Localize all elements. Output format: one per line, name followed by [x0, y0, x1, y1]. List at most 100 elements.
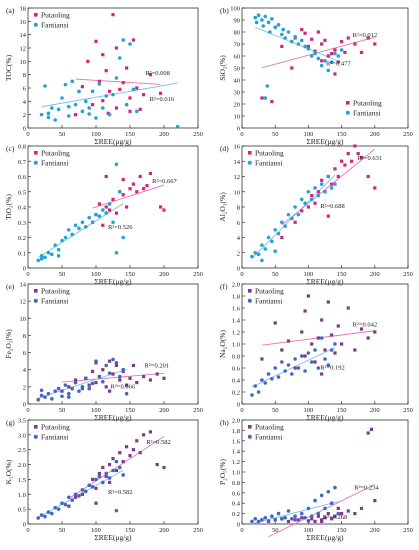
point-fantiansi [303, 201, 307, 205]
point-fantiansi [306, 351, 311, 355]
y-tick-label: 1.0 [232, 470, 240, 477]
r2-label: R²=0.008 [145, 70, 170, 77]
y-tick-label: 100 [230, 6, 240, 13]
legend-marker-fantiansi [33, 22, 38, 27]
point-putaoling [330, 182, 334, 186]
y-tick-label: 4 [23, 99, 27, 106]
point-putaoling [366, 431, 370, 435]
point-putaoling [60, 389, 64, 393]
point-putaoling [101, 368, 105, 372]
y-tick-label: 0.5 [18, 507, 26, 514]
point-fantiansi [250, 519, 254, 524]
point-fantiansi [94, 212, 98, 217]
point-fantiansi [326, 174, 331, 179]
x-tick-label: 50 [59, 407, 66, 414]
point-putaoling [349, 159, 354, 163]
y-tick-label: 3.0 [18, 432, 26, 439]
y-tick-label: 90 [234, 18, 241, 25]
point-putaoling [155, 372, 159, 376]
point-putaoling [316, 336, 320, 340]
point-fantiansi [253, 15, 258, 20]
point-fantiansi [104, 471, 108, 476]
point-fantiansi [273, 518, 278, 522]
point-fantiansi [67, 391, 71, 396]
y-axis-label: Al₂O₃(%) [218, 192, 227, 222]
point-fantiansi [97, 474, 102, 479]
point-putaoling [286, 339, 291, 343]
legend-marker-fantiansi [33, 298, 38, 303]
point-putaoling [114, 468, 118, 473]
point-putaoling [118, 451, 122, 455]
point-fantiansi [87, 483, 91, 488]
y-tick-label: 14 [234, 159, 241, 166]
point-putaoling [104, 385, 108, 389]
point-fantiansi [299, 354, 304, 358]
x-tick-label: 150 [125, 271, 135, 278]
point-putaoling [148, 378, 152, 382]
y-tick-label: 18 [20, 6, 27, 13]
y-tick-label: 0.2 [232, 511, 240, 518]
y-tick-label: 8 [237, 205, 240, 212]
point-fantiansi [256, 252, 261, 257]
legend-marker-putaoling [34, 13, 38, 17]
point-fantiansi [36, 516, 40, 520]
point-fantiansi [306, 506, 311, 511]
point-fantiansi [268, 30, 272, 34]
point-putaoling [131, 448, 135, 452]
point-fantiansi [53, 389, 57, 393]
point-fantiansi [39, 257, 44, 261]
point-putaoling [366, 36, 370, 40]
point-fantiansi [326, 363, 331, 367]
point-fantiansi [50, 106, 54, 110]
point-putaoling [91, 477, 95, 482]
point-fantiansi [299, 511, 304, 516]
point-putaoling [108, 462, 112, 467]
point-fantiansi [276, 375, 281, 379]
point-fantiansi [313, 51, 317, 56]
point-fantiansi [46, 111, 51, 116]
point-fantiansi [121, 38, 125, 42]
legend-label: Fantiansi [41, 297, 69, 306]
point-fantiansi [87, 215, 91, 220]
point-putaoling [320, 318, 324, 322]
trend-line-putaoling [61, 372, 165, 383]
x-axis-label: ΣREE(μg/g) [94, 277, 132, 286]
point-fantiansi [329, 348, 334, 352]
point-fantiansi [39, 513, 44, 517]
point-putaoling [373, 186, 377, 190]
point-putaoling [300, 516, 304, 520]
point-putaoling [346, 306, 350, 310]
y-tick-label: 10 [234, 189, 241, 196]
point-fantiansi [77, 89, 81, 94]
point-putaoling [118, 87, 122, 91]
point-putaoling [310, 517, 314, 521]
point-fantiansi [175, 124, 180, 129]
y-tick-label: 8 [23, 72, 26, 79]
point-putaoling [313, 360, 317, 364]
x-tick-label: 250 [193, 271, 203, 278]
r2-label: R²=0.201 [145, 362, 170, 369]
y-tick-label: 4 [237, 235, 241, 242]
legend-label: Fantiansi [255, 297, 283, 306]
panel-tag: (c) [6, 144, 15, 153]
point-fantiansi [39, 388, 44, 393]
point-putaoling [323, 348, 327, 352]
y-tick-label: 12 [20, 299, 27, 306]
panel-a: 0 2 4 6 8 10 12 14 16 18 0 50 100 150 200 250 ΣREE(μg/g)… [4, 6, 203, 147]
point-fantiansi [253, 250, 258, 255]
point-fantiansi [280, 360, 284, 364]
x-tick-label: 0 [240, 407, 243, 414]
x-tick-label: 0 [26, 131, 29, 138]
point-putaoling [260, 96, 264, 100]
point-putaoling [108, 359, 112, 363]
legend-marker-putaoling [248, 425, 252, 429]
point-putaoling [336, 506, 340, 510]
legend-label: Fantiansi [41, 21, 69, 30]
point-fantiansi [254, 20, 259, 25]
point-putaoling [74, 495, 78, 499]
point-fantiansi [56, 107, 61, 112]
legend-label: Putaoling [255, 423, 284, 432]
point-putaoling [340, 40, 344, 44]
point-fantiansi [290, 216, 294, 221]
point-fantiansi [101, 106, 105, 110]
